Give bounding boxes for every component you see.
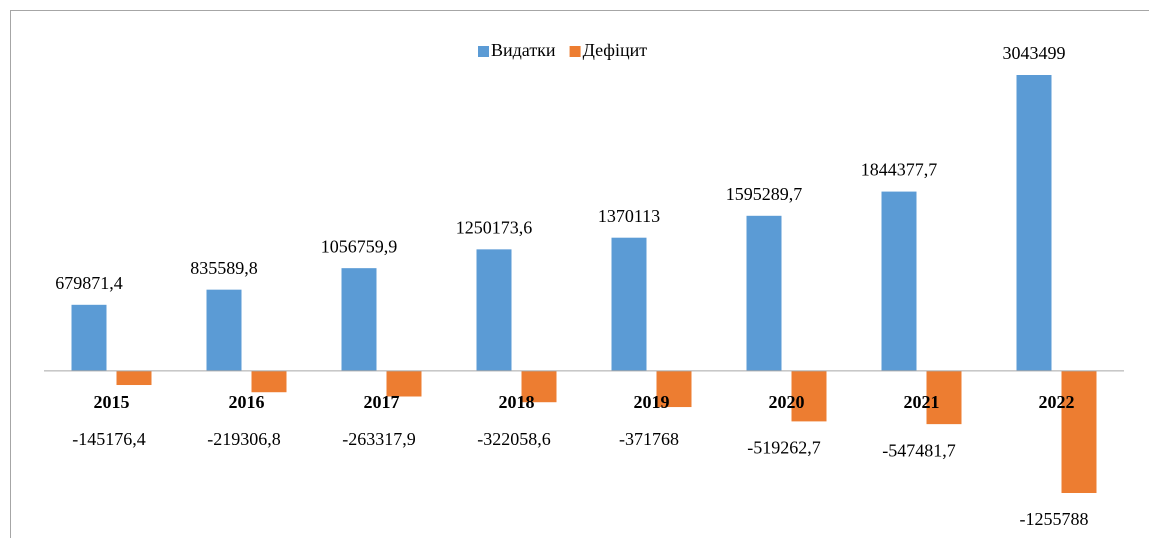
bar [206, 289, 242, 371]
bar [71, 304, 107, 371]
x-tick-label: 2022 [1039, 392, 1075, 412]
data-label: -519262,7 [747, 438, 821, 458]
data-label: 1844377,7 [861, 160, 938, 180]
x-tick-label: 2017 [364, 392, 400, 412]
data-label: 1595289,7 [726, 184, 803, 204]
bar [611, 237, 647, 371]
chart-border [10, 10, 1149, 538]
bar [881, 191, 917, 371]
data-label: -145176,4 [72, 429, 146, 449]
data-label: 1250173,6 [456, 217, 533, 237]
data-label: -547481,7 [882, 440, 956, 460]
legend-swatch [478, 46, 489, 57]
data-label: 679871,4 [55, 273, 123, 293]
bar [251, 370, 287, 393]
bar [341, 268, 377, 371]
x-tick-label: 2016 [229, 392, 265, 412]
data-label: -263317,9 [342, 429, 416, 449]
bar [116, 370, 152, 386]
x-tick-label: 2021 [904, 392, 940, 412]
data-label: 1370113 [598, 206, 660, 226]
bar [1061, 370, 1097, 493]
bar [386, 370, 422, 397]
data-label: -1255788 [1020, 509, 1089, 529]
bar [656, 370, 692, 408]
x-tick-label: 2019 [634, 392, 670, 412]
bar [521, 370, 557, 403]
bar [746, 215, 782, 371]
data-label: 3043499 [1003, 43, 1066, 63]
x-tick-label: 2015 [94, 392, 130, 412]
data-label: -219306,8 [207, 429, 281, 449]
bar [791, 370, 827, 422]
bar [476, 249, 512, 371]
data-label: 835589,8 [190, 258, 258, 278]
data-label: 1056759,9 [321, 236, 398, 256]
legend-label: Видатки [491, 40, 556, 60]
bar [1016, 75, 1052, 371]
x-tick-label: 2018 [499, 392, 535, 412]
bar [926, 370, 962, 425]
data-label: -371768 [619, 429, 679, 449]
x-tick-label: 2020 [769, 392, 805, 412]
legend-label: Дефіцит [583, 40, 648, 60]
legend-swatch [569, 46, 581, 57]
data-label: -322058,6 [477, 429, 551, 449]
